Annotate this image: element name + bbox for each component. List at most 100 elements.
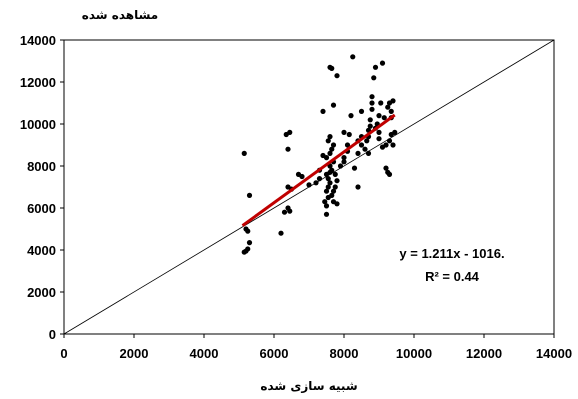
x-tick-label: 8000 xyxy=(330,346,359,361)
data-point xyxy=(392,129,398,135)
data-point xyxy=(245,228,251,234)
data-points xyxy=(241,54,398,255)
data-point xyxy=(364,138,370,144)
x-tick-label: 14000 xyxy=(536,346,572,361)
x-tick-label: 6000 xyxy=(260,346,289,361)
data-point xyxy=(325,176,331,182)
data-point xyxy=(383,142,389,148)
y-tick-label: 14000 xyxy=(20,33,56,48)
data-point xyxy=(358,142,365,148)
data-point xyxy=(320,108,326,114)
data-point xyxy=(281,209,288,215)
data-point xyxy=(386,138,393,144)
data-point xyxy=(385,104,391,110)
data-point xyxy=(341,155,347,161)
trendline xyxy=(241,113,396,227)
data-point xyxy=(362,146,368,152)
data-point xyxy=(367,123,373,129)
y-axis-ticks: 0 2000 4000 6000 8000 10000 12000 14000 xyxy=(20,33,64,342)
data-point xyxy=(329,192,335,198)
y-tick-label: 8000 xyxy=(27,159,56,174)
y-tick-label: 4000 xyxy=(27,243,56,258)
y-tick-label: 12000 xyxy=(20,75,56,90)
plot-area-frame xyxy=(63,39,555,335)
data-point xyxy=(346,131,352,138)
y-tick-label: 0 xyxy=(49,327,56,342)
data-point xyxy=(287,208,293,214)
data-point xyxy=(388,108,394,114)
data-point xyxy=(306,182,312,188)
data-point xyxy=(323,203,330,209)
trendline-equation: y = 1.211x - 1016. xyxy=(399,246,504,261)
data-point xyxy=(332,184,338,190)
data-point xyxy=(287,129,293,135)
data-point xyxy=(371,75,377,81)
x-tick-label: 12000 xyxy=(466,346,502,361)
y-axis-title: مشاهده شده xyxy=(82,8,158,22)
data-point xyxy=(327,180,333,186)
data-point xyxy=(323,211,330,217)
data-point xyxy=(390,142,396,148)
data-point xyxy=(350,54,356,60)
data-point xyxy=(348,113,354,119)
data-point xyxy=(299,173,305,180)
x-axis-ticks: 0 2000 4000 6000 8000 10000 12000 14000 xyxy=(60,334,572,361)
data-point xyxy=(386,171,393,177)
data-point xyxy=(358,108,365,114)
data-point xyxy=(351,165,358,171)
data-point xyxy=(365,150,372,156)
x-axis-title: شبیه سازی شده xyxy=(260,379,357,393)
data-point xyxy=(330,188,337,194)
data-point xyxy=(313,180,319,186)
data-point xyxy=(376,136,382,142)
data-point xyxy=(341,159,347,165)
data-point xyxy=(245,246,251,252)
data-point xyxy=(330,142,337,148)
data-point xyxy=(376,129,382,135)
data-point xyxy=(378,100,384,106)
x-tick-label: 4000 xyxy=(190,346,219,361)
data-point xyxy=(246,240,253,246)
data-point xyxy=(329,146,335,152)
data-point xyxy=(367,117,373,123)
data-point xyxy=(329,65,335,71)
data-point xyxy=(341,129,347,135)
y-tick-label: 10000 xyxy=(20,117,56,132)
data-point xyxy=(327,150,333,156)
data-point xyxy=(379,60,386,66)
data-point xyxy=(355,150,361,156)
data-point xyxy=(325,184,331,190)
data-point xyxy=(355,184,361,190)
data-point xyxy=(327,134,333,140)
data-point xyxy=(381,115,387,121)
x-tick-label: 0 xyxy=(60,346,67,361)
data-point xyxy=(376,113,382,119)
data-point xyxy=(323,188,330,194)
data-point xyxy=(337,163,344,169)
data-point xyxy=(334,178,340,184)
data-point xyxy=(278,230,284,236)
y-tick-label: 6000 xyxy=(27,201,56,216)
data-point xyxy=(325,138,331,144)
data-point xyxy=(285,146,291,152)
data-point xyxy=(329,167,335,173)
data-point xyxy=(372,64,379,70)
data-point xyxy=(316,176,323,182)
data-point xyxy=(369,100,375,106)
data-point xyxy=(369,106,375,112)
r-squared-label: R² = 0.44 xyxy=(425,269,480,284)
data-point xyxy=(334,201,340,207)
data-point xyxy=(390,98,396,104)
data-point xyxy=(322,199,328,205)
data-point xyxy=(332,171,338,177)
data-point xyxy=(241,150,247,156)
data-point xyxy=(344,142,351,148)
data-point xyxy=(330,102,337,108)
x-tick-label: 10000 xyxy=(396,346,432,361)
y-tick-label: 2000 xyxy=(27,285,56,300)
data-point xyxy=(334,73,340,79)
data-point xyxy=(369,94,375,100)
x-tick-label: 2000 xyxy=(120,346,149,361)
data-point xyxy=(383,165,389,171)
